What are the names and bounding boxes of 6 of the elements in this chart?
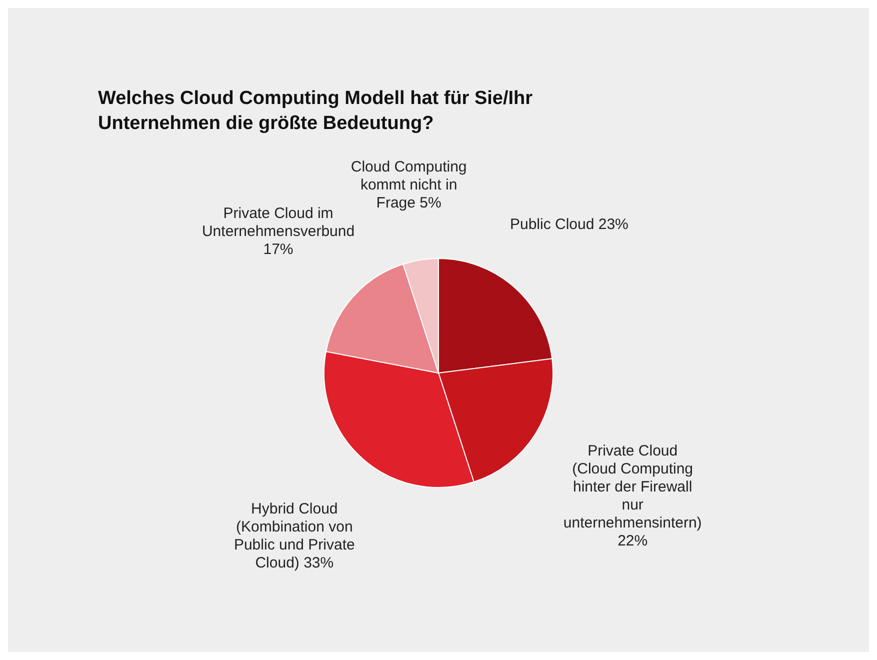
data-label: 17% xyxy=(263,240,294,258)
slice-label: Hybrid Cloud (Kombination von Public und Private Cloud) 33% xyxy=(234,500,355,572)
chart-title: Welches Cloud Computing Modell hat für Sie/Ihr Unternehmen die größte Bedeutung? xyxy=(98,87,534,136)
slice-label: Public Cloud 23% xyxy=(510,216,628,233)
data-label: 22% xyxy=(618,532,648,550)
slice-label: Private Cloud (Cloud Computing hinter der Firewall nur unternehmensintern) xyxy=(563,442,702,532)
